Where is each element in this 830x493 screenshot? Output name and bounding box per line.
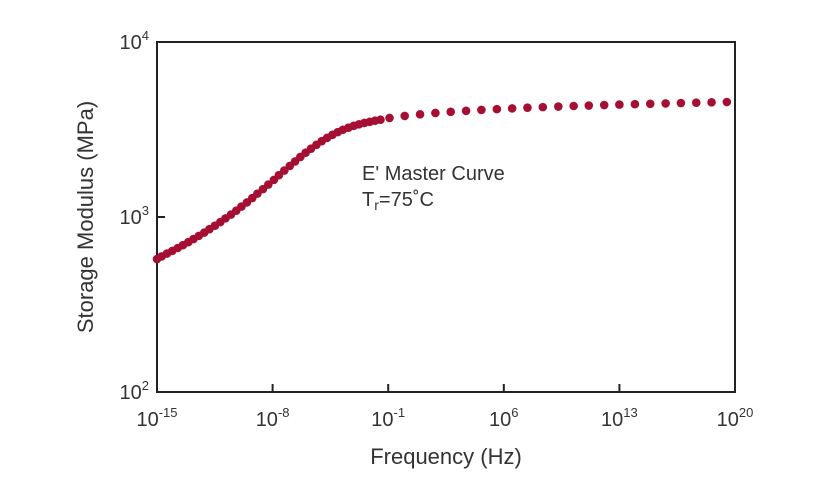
x-tick-exponent: 20 xyxy=(739,405,753,420)
x-tick-exponent: 6 xyxy=(511,405,518,420)
y-tick-exponent: 4 xyxy=(142,28,149,43)
data-point xyxy=(584,101,594,110)
data-point xyxy=(645,99,655,109)
annotation-subscript: r xyxy=(374,197,379,213)
x-tick-base: 10 xyxy=(489,409,511,431)
x-tick-base: 10 xyxy=(256,409,278,431)
data-point xyxy=(385,113,394,123)
x-tick-label: 1020 xyxy=(717,405,754,431)
x-tick-exponent: 13 xyxy=(623,405,637,420)
y-tick-exponent: 2 xyxy=(142,378,149,393)
x-tick-label: 10-15 xyxy=(136,405,177,431)
x-tick-label: 10-1 xyxy=(371,405,405,431)
data-point xyxy=(376,115,385,125)
data-point xyxy=(630,99,640,109)
data-point xyxy=(400,111,410,121)
y-tick-base: 10 xyxy=(120,207,142,229)
x-tick-label: 10-8 xyxy=(256,405,290,431)
y-tick-label: 104 xyxy=(120,28,149,54)
y-tick-label: 102 xyxy=(120,378,149,404)
data-point xyxy=(661,99,670,108)
x-tick-exponent: -8 xyxy=(278,405,290,420)
data-point xyxy=(554,102,563,111)
data-points xyxy=(152,97,732,264)
x-tick-base: 10 xyxy=(136,409,158,431)
data-point xyxy=(492,104,502,114)
data-point xyxy=(599,100,609,110)
data-point xyxy=(569,101,578,111)
y-axis-title: Storage Modulus (MPa) xyxy=(73,101,98,333)
x-tick-base: 10 xyxy=(601,409,623,431)
plot-area-frame xyxy=(156,41,736,393)
data-point xyxy=(691,98,701,107)
data-point xyxy=(415,110,425,119)
x-tick-label: 106 xyxy=(489,405,518,431)
y-tick-base: 10 xyxy=(120,382,142,404)
data-point xyxy=(538,102,548,112)
x-tick-base: 10 xyxy=(717,409,739,431)
data-point xyxy=(507,104,517,113)
data-point xyxy=(446,107,456,117)
y-tick-base: 10 xyxy=(120,32,142,54)
x-axis-title: Frequency (Hz) xyxy=(370,444,522,469)
data-point xyxy=(477,105,486,115)
data-point xyxy=(707,98,716,107)
x-axis-ticks: 10-15 10-8 10-1 106 1013 1020 xyxy=(136,384,753,431)
data-point xyxy=(431,108,440,118)
annotation-t: T xyxy=(362,189,374,211)
x-tick-label: 1013 xyxy=(601,405,638,431)
x-tick-base: 10 xyxy=(371,409,393,431)
annotation-line-1: E' Master Curve xyxy=(362,163,505,185)
annotation-line-2: Tr=75˚C xyxy=(362,189,434,213)
data-point xyxy=(722,97,732,107)
y-tick-exponent: 3 xyxy=(142,203,149,218)
annotation: E' Master Curve Tr=75˚C xyxy=(362,163,505,213)
data-point xyxy=(461,106,471,116)
data-point xyxy=(676,98,686,108)
annotation-temperature: =75˚C xyxy=(379,189,434,211)
x-tick-exponent: -15 xyxy=(159,405,178,420)
y-tick-label: 103 xyxy=(120,203,149,229)
data-point xyxy=(615,100,624,109)
data-point xyxy=(523,103,532,113)
x-tick-exponent: -1 xyxy=(394,405,406,420)
